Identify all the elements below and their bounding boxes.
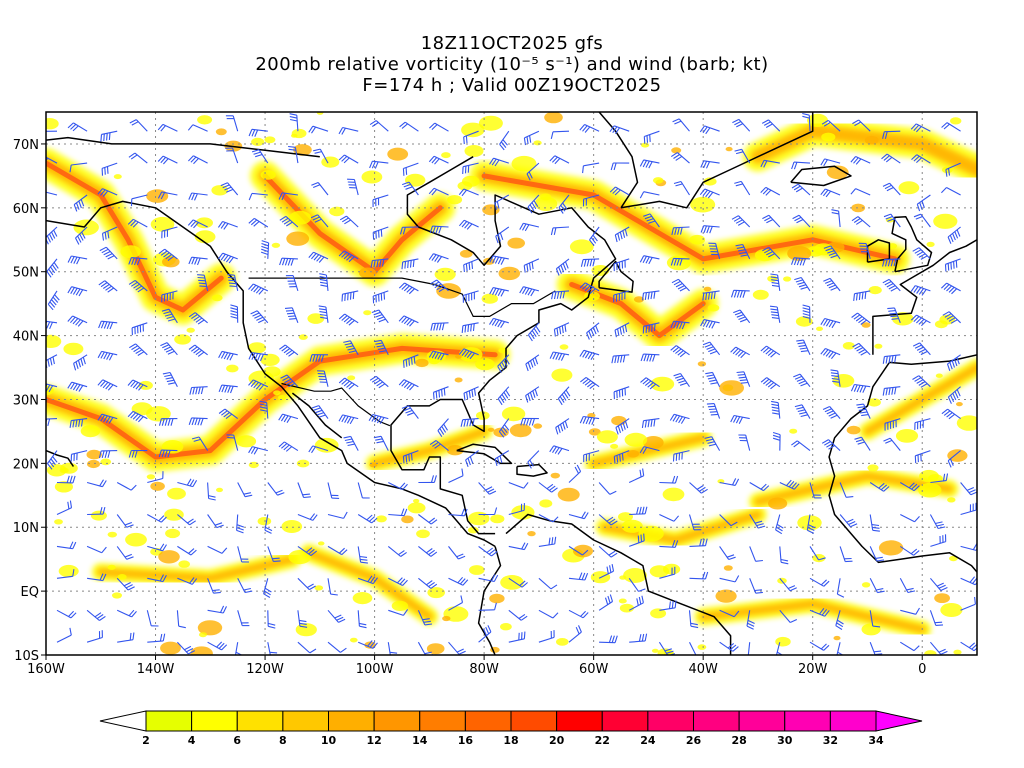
colorbar-under-arrow <box>99 710 147 732</box>
colorbar-level-label: 12 <box>366 734 381 747</box>
colorbar-swatch <box>328 710 375 732</box>
colorbar-level-label: 6 <box>233 734 241 747</box>
title-line-2: 200mb relative vorticity (10⁻⁵ s⁻¹) and … <box>255 54 769 75</box>
lon-tick-label: 140W <box>137 662 175 677</box>
axis-labels: 160W 140W 120W 100W 80W 60W 40W 20W 0 10S EQ 10N 20N… <box>13 138 927 677</box>
colorbar-swatch <box>693 710 740 732</box>
colorbar-level-label: 32 <box>823 734 838 747</box>
map-titles: 18Z11OCT2025 gfs 200mb relative vorticit… <box>0 33 1024 96</box>
colorbar-level-label: 8 <box>279 734 287 747</box>
title-line-3: F=174 h ; Valid 00Z19OCT2025 <box>362 75 662 96</box>
lon-tick-label: 20W <box>798 662 828 677</box>
lon-tick-label: 120W <box>246 662 284 677</box>
colorbar-over-arrow <box>875 710 923 732</box>
colorbar-swatch <box>510 710 558 732</box>
lat-tick-label: 60N <box>13 202 39 217</box>
colorbar-swatch <box>373 710 421 732</box>
colorbar-swatch <box>282 710 329 732</box>
lon-tick-label: 0 <box>918 662 926 677</box>
lat-tick-label: EQ <box>21 585 39 600</box>
colorbar-swatch <box>419 710 466 732</box>
colorbar-level-label: 18 <box>503 734 518 747</box>
colorbar-swatch <box>556 710 603 732</box>
lon-tick-label: 80W <box>469 662 499 677</box>
colorbar-level-label: 24 <box>640 734 656 747</box>
colorbar-level-label: 22 <box>595 734 610 747</box>
colorbar-level-label: 20 <box>549 734 565 747</box>
lat-tick-label: 10S <box>14 649 39 664</box>
lon-tick-label: 60W <box>579 662 609 677</box>
lat-tick-label: 20N <box>13 457 39 472</box>
colorbar-swatch <box>236 710 284 732</box>
colorbar-level-label: 34 <box>868 734 884 747</box>
colorbar: 2 4 6 8 10 12 14 16 18 20 22 24 26 28 30 32 34 <box>99 710 923 747</box>
colorbar-swatch <box>738 710 786 732</box>
lon-tick-label: 40W <box>688 662 718 677</box>
colorbar-swatch <box>784 710 831 732</box>
lon-tick-label: 100W <box>356 662 394 677</box>
colorbar-level-label: 2 <box>142 734 150 747</box>
lat-tick-label: 40N <box>13 330 39 345</box>
colorbar-swatch <box>464 710 512 732</box>
wind-barbs <box>46 112 977 655</box>
lat-tick-label: 50N <box>13 266 39 281</box>
colorbar-level-label: 26 <box>686 734 702 747</box>
colorbar-level-label: 30 <box>777 734 793 747</box>
colorbar-level-label: 14 <box>412 734 428 747</box>
title-line-1: 18Z11OCT2025 gfs <box>420 33 604 54</box>
colorbar-swatch <box>647 710 694 732</box>
lon-tick-label: 160W <box>27 662 65 677</box>
colorbar-level-label: 16 <box>458 734 474 747</box>
colorbar-swatch <box>601 710 649 732</box>
colorbar-level-label: 4 <box>188 734 196 747</box>
colorbar-swatch <box>191 710 238 732</box>
colorbar-level-label: 10 <box>321 734 337 747</box>
map-frame <box>45 111 978 656</box>
lat-tick-label: 70N <box>13 138 39 153</box>
lat-tick-label: 30N <box>13 393 39 408</box>
lat-tick-label: 10N <box>13 521 39 536</box>
colorbar-swatch <box>145 710 193 732</box>
colorbar-swatch <box>829 710 877 732</box>
colorbar-level-label: 28 <box>731 734 746 747</box>
